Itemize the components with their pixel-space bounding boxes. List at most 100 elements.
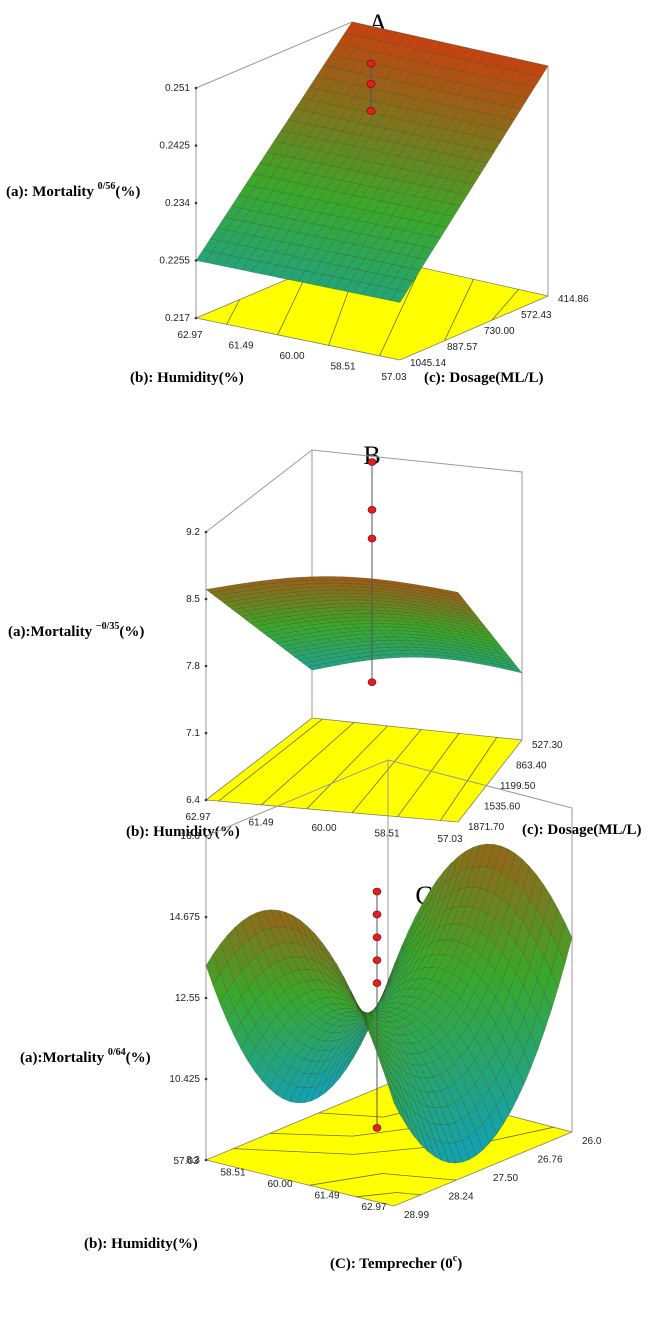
floor-contour (397, 733, 460, 817)
z-tick-label: 14.675 (169, 912, 200, 923)
z-tick-label: 8.5 (186, 594, 200, 605)
floor-contour (440, 737, 498, 821)
x-tick-label: 57.03 (381, 372, 406, 383)
z-tick-label: 0.234 (165, 198, 190, 209)
y-tick-label: 1535.60 (484, 802, 521, 813)
design-point (372, 956, 382, 964)
z-tick-mark (194, 144, 198, 147)
x-tick-label: 60.00 (267, 1179, 292, 1190)
design-point (367, 506, 377, 514)
y-tick-label: 887.57 (447, 342, 478, 353)
y-tick-label: 26.0 (582, 1136, 602, 1147)
y-tick-label: 863.40 (516, 761, 547, 772)
z-axis-label: (a):Mortality −0/35(%) (8, 621, 144, 640)
x-tick-label: 57.03 (437, 834, 462, 845)
z-tick-mark (204, 915, 208, 919)
z-axis-label: (a): Mortality 0/56(%) (6, 181, 140, 200)
x-axis-label: (b): Humidity(%) (130, 370, 244, 386)
x-tick-label: 61.49 (248, 818, 273, 829)
y-tick-label: 572.43 (521, 310, 552, 321)
design-point (372, 887, 382, 896)
z-tick-label: 16.8 (181, 831, 201, 842)
x-tick-label: 62.97 (361, 1202, 386, 1213)
design-point (367, 678, 377, 686)
panel-title: B (363, 441, 380, 470)
design-point (372, 933, 382, 942)
z-tick-mark (194, 86, 198, 90)
y-tick-label: 1199.50 (500, 781, 536, 792)
z-tick-mark (204, 731, 208, 735)
x-axis-label: (b): Humidity(%) (84, 1236, 198, 1252)
z-tick-mark (204, 664, 208, 668)
z-tick-mark (204, 1158, 208, 1162)
z-tick-label: 0.2425 (159, 141, 190, 152)
x-tick-label: 61.49 (314, 1191, 339, 1202)
z-tick-mark (194, 259, 198, 262)
design-point (372, 910, 382, 919)
floor-contour (379, 267, 421, 356)
design-point (372, 979, 382, 987)
z-tick-label: 0.251 (165, 83, 190, 94)
x-tick-label: 60.00 (311, 823, 336, 834)
x-tick-label: 62.97 (177, 330, 202, 341)
y-tick-label: 26.76 (538, 1155, 563, 1166)
x-tick-label: 58.51 (330, 362, 355, 373)
floor-contour (218, 718, 323, 802)
z-tick-label: 0.2255 (159, 256, 190, 267)
floor-contour (309, 1173, 457, 1186)
floor-contour (261, 722, 355, 806)
z-tick-label: 8.3 (186, 1155, 200, 1166)
floor-contour (356, 1192, 421, 1198)
z-tick-label: 0.217 (165, 313, 190, 324)
z-tick-label: 7.8 (186, 661, 200, 672)
panel-c: C16.814.67512.5510.4258.357.0358.5160.00… (20, 759, 602, 1272)
y-tick-label: 414.86 (558, 294, 589, 305)
floor-contour (306, 725, 388, 810)
floor-plane (204, 1083, 574, 1207)
z-tick-mark (204, 834, 208, 838)
design-point (367, 534, 377, 543)
floor-contour (233, 1126, 554, 1155)
design-point (366, 107, 376, 115)
y-axis-label: (C): Temprecher (0c) (330, 1253, 462, 1272)
z-tick-label: 7.1 (186, 728, 200, 739)
z-tick-mark (204, 597, 208, 601)
surface-cell (510, 667, 523, 674)
z-tick-mark (204, 1077, 208, 1081)
z-tick-mark (204, 530, 208, 534)
x-axis-label: (b): Humidity(%) (126, 824, 240, 840)
design-point (372, 1124, 382, 1132)
x-tick-label: 57.03 (173, 1156, 198, 1167)
design-point (366, 59, 376, 68)
y-tick-label: 28.99 (404, 1210, 429, 1221)
y-tick-label: 1045.14 (410, 358, 447, 369)
x-tick-label: 58.51 (374, 829, 399, 840)
y-tick-label: 527.30 (532, 740, 563, 751)
x-tick-label: 58.51 (220, 1168, 245, 1179)
z-tick-mark (204, 996, 208, 1000)
surface-cell (532, 63, 549, 77)
z-tick-mark (194, 201, 198, 205)
z-tick-label: 6.4 (186, 795, 200, 806)
z-tick-mark (194, 316, 198, 320)
panel-a: A0.2510.24250.2340.22550.21762.9761.4960… (6, 9, 589, 386)
x-tick-label: 60.00 (279, 351, 304, 362)
design-point (366, 80, 376, 88)
y-tick-label: 28.24 (449, 1192, 474, 1203)
z-tick-mark (204, 798, 208, 802)
x-tick-label: 62.97 (185, 812, 210, 823)
floor-contour (491, 289, 519, 321)
z-tick-label: 10.425 (169, 1074, 200, 1085)
design-point (367, 458, 377, 466)
floor-contour (351, 729, 422, 814)
y-tick-label: 730.00 (484, 326, 515, 337)
z-tick-label: 9.2 (186, 527, 200, 538)
z-axis-label: (a):Mortality 0/64(%) (20, 1047, 151, 1066)
floor-contour (226, 299, 241, 325)
z-tick-label: 12.55 (175, 993, 200, 1004)
y-tick-label: 27.50 (493, 1173, 518, 1184)
surface-cell (557, 921, 573, 964)
y-tick-label: 1871.70 (468, 822, 505, 833)
y-axis-label: (c): Dosage(ML/L) (522, 822, 642, 838)
